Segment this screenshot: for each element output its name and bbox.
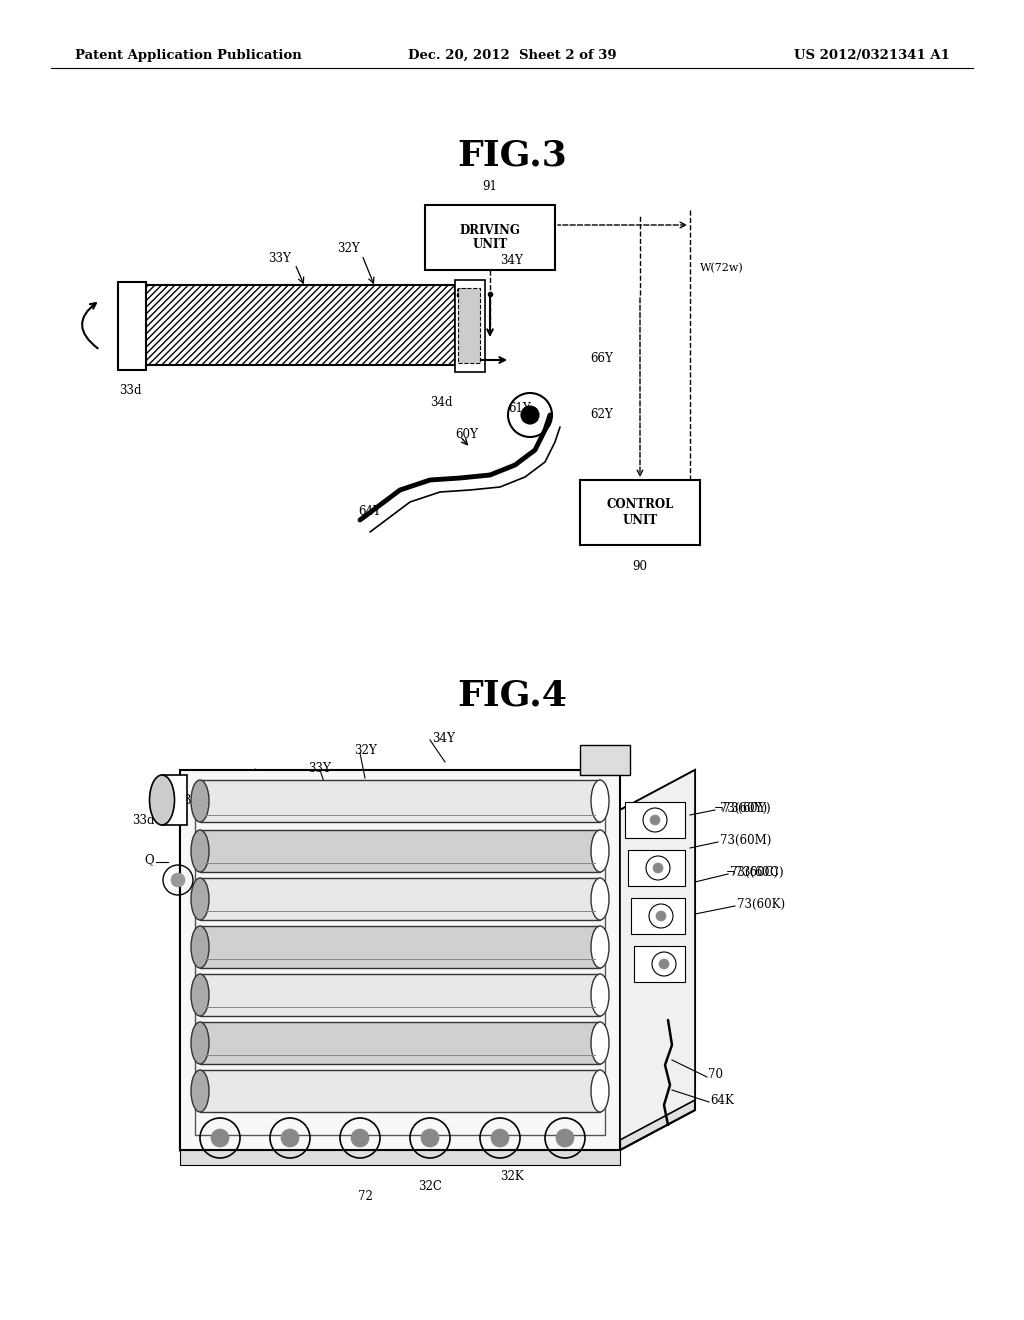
Ellipse shape bbox=[150, 775, 174, 825]
Circle shape bbox=[653, 863, 663, 873]
Text: 73(60Y): 73(60Y) bbox=[720, 801, 767, 814]
Circle shape bbox=[281, 1129, 299, 1147]
Ellipse shape bbox=[591, 1022, 609, 1064]
Polygon shape bbox=[180, 1110, 695, 1150]
Text: 62Y: 62Y bbox=[590, 408, 612, 421]
Text: 73(60C): 73(60C) bbox=[730, 866, 778, 879]
Text: 81: 81 bbox=[456, 289, 470, 301]
Text: 32Y: 32Y bbox=[354, 743, 377, 756]
Ellipse shape bbox=[591, 780, 609, 822]
Text: 61Y: 61Y bbox=[508, 401, 530, 414]
Bar bbox=[634, 946, 685, 982]
Text: 70: 70 bbox=[708, 1068, 723, 1081]
Ellipse shape bbox=[191, 830, 209, 873]
Circle shape bbox=[421, 1129, 439, 1147]
Bar bbox=[458, 288, 480, 363]
Circle shape bbox=[659, 960, 669, 969]
Text: 91: 91 bbox=[482, 181, 498, 194]
Circle shape bbox=[171, 873, 185, 887]
Bar bbox=[145, 285, 455, 366]
Text: DRIVING
UNIT: DRIVING UNIT bbox=[460, 223, 520, 252]
Bar bbox=[425, 205, 555, 271]
Bar bbox=[180, 770, 620, 1150]
Text: 64Y: 64Y bbox=[358, 506, 381, 517]
Text: 73(60K): 73(60K) bbox=[737, 898, 785, 911]
Ellipse shape bbox=[591, 1071, 609, 1111]
Bar bbox=[625, 803, 685, 838]
Text: 90: 90 bbox=[633, 561, 647, 573]
Text: CONTROL
UNIT: CONTROL UNIT bbox=[606, 499, 674, 527]
Text: W(72w): W(72w) bbox=[700, 263, 743, 273]
Text: $\neg$73(60Y): $\neg$73(60Y) bbox=[713, 800, 771, 816]
Text: Patent Application Publication: Patent Application Publication bbox=[75, 49, 302, 62]
Circle shape bbox=[521, 407, 539, 424]
Bar bbox=[180, 1150, 620, 1166]
Ellipse shape bbox=[591, 878, 609, 920]
Bar bbox=[580, 744, 630, 775]
Text: $\neg$73(60C): $\neg$73(60C) bbox=[725, 865, 784, 879]
Text: Q: Q bbox=[144, 854, 154, 866]
Text: 32C: 32C bbox=[418, 1180, 442, 1193]
Bar bbox=[200, 878, 600, 920]
Bar bbox=[200, 780, 600, 822]
Text: FIG.4: FIG.4 bbox=[457, 678, 567, 711]
Polygon shape bbox=[620, 770, 695, 1150]
Text: 34Y: 34Y bbox=[500, 253, 523, 267]
Circle shape bbox=[211, 1129, 229, 1147]
Circle shape bbox=[656, 911, 666, 921]
Circle shape bbox=[490, 1129, 509, 1147]
Ellipse shape bbox=[191, 878, 209, 920]
Bar bbox=[118, 282, 146, 370]
Text: 32Y: 32Y bbox=[337, 242, 359, 255]
Text: 32K: 32K bbox=[500, 1170, 524, 1183]
Text: Dec. 20, 2012  Sheet 2 of 39: Dec. 20, 2012 Sheet 2 of 39 bbox=[408, 49, 616, 62]
Ellipse shape bbox=[191, 927, 209, 968]
Bar bbox=[200, 1022, 600, 1064]
Text: 73(60M): 73(60M) bbox=[720, 833, 771, 846]
Polygon shape bbox=[180, 770, 255, 1150]
Ellipse shape bbox=[591, 927, 609, 968]
Text: US 2012/0321341 A1: US 2012/0321341 A1 bbox=[795, 49, 950, 62]
Circle shape bbox=[650, 814, 660, 825]
Ellipse shape bbox=[191, 1022, 209, 1064]
Text: 66Y: 66Y bbox=[590, 351, 613, 364]
Text: 33d: 33d bbox=[132, 813, 155, 826]
Ellipse shape bbox=[191, 1071, 209, 1111]
Text: 33Y: 33Y bbox=[308, 762, 331, 775]
Bar bbox=[200, 830, 600, 873]
Bar bbox=[195, 785, 605, 1135]
Text: 60Y: 60Y bbox=[455, 429, 478, 441]
Bar bbox=[628, 850, 685, 886]
Text: 34d: 34d bbox=[430, 396, 453, 408]
Circle shape bbox=[351, 1129, 369, 1147]
Text: FIG.3: FIG.3 bbox=[457, 139, 567, 172]
Bar bbox=[200, 974, 600, 1016]
Text: 64K: 64K bbox=[710, 1093, 734, 1106]
Bar bbox=[580, 480, 700, 545]
Text: 34Y: 34Y bbox=[432, 731, 455, 744]
Text: 32M: 32M bbox=[183, 793, 210, 807]
Bar bbox=[162, 775, 187, 825]
Ellipse shape bbox=[191, 780, 209, 822]
Bar bbox=[200, 927, 600, 968]
Text: 72: 72 bbox=[357, 1191, 373, 1203]
Ellipse shape bbox=[191, 974, 209, 1016]
Bar bbox=[631, 898, 685, 935]
Bar bbox=[455, 280, 485, 372]
Text: 33Y: 33Y bbox=[268, 252, 292, 264]
Text: 33d: 33d bbox=[119, 384, 141, 396]
Ellipse shape bbox=[591, 830, 609, 873]
Circle shape bbox=[556, 1129, 574, 1147]
Ellipse shape bbox=[591, 974, 609, 1016]
Bar bbox=[200, 1071, 600, 1111]
Polygon shape bbox=[620, 770, 695, 1140]
